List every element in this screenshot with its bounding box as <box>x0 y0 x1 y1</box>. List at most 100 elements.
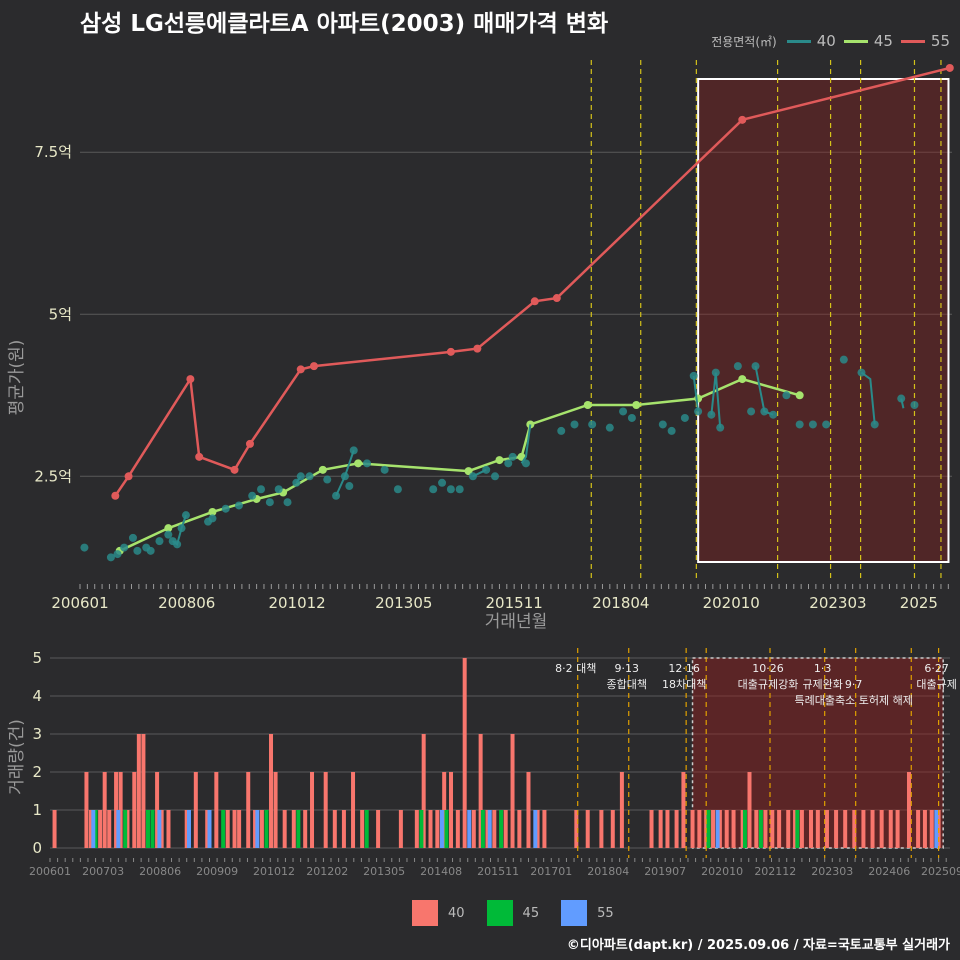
series-40-point <box>870 420 879 429</box>
legend-item-40: 40 <box>786 32 836 50</box>
series-40-point <box>570 420 579 429</box>
bar-x-tick-label: 201907 <box>644 865 686 878</box>
bar-x-tick-label: 201511 <box>477 865 519 878</box>
series-45-point <box>495 456 504 465</box>
legend-title: 전용면적(㎡) <box>711 34 777 49</box>
series-45-line <box>119 377 801 552</box>
bar-40 <box>225 810 230 848</box>
x-axis-title: 거래년월 <box>485 612 548 632</box>
series-40-point <box>658 420 667 429</box>
policy-annotation: 18차대책 <box>662 678 706 691</box>
series-40-point <box>438 478 447 487</box>
series-40-point <box>468 472 477 481</box>
series-40-point <box>857 368 866 377</box>
legend-label-45: 45 <box>873 32 893 50</box>
bar-55 <box>715 810 720 848</box>
bar-40 <box>763 810 768 848</box>
bar-y-tick-label: 1 <box>32 801 42 819</box>
legend-line-55 <box>900 39 925 43</box>
bar-40 <box>777 810 782 848</box>
bar-45 <box>264 810 269 848</box>
bar-40 <box>84 772 89 848</box>
bar-40 <box>351 772 356 848</box>
bar-40 <box>510 734 515 848</box>
bar-40 <box>237 810 242 848</box>
series-40-point <box>839 355 848 364</box>
highlight-box <box>697 78 950 563</box>
bar-x-tick-label: 202509 <box>921 865 960 878</box>
bar-x-tick-label: 202010 <box>701 865 743 878</box>
series-40-point <box>769 410 778 419</box>
bar-45 <box>480 810 485 848</box>
series-40-point <box>221 504 230 513</box>
series-40-point <box>332 491 341 500</box>
bar-40 <box>674 810 679 848</box>
bar-40 <box>809 810 814 848</box>
bar-legend-item-55: 55 <box>561 900 614 926</box>
bar-40 <box>824 810 829 848</box>
series-55-point <box>111 491 120 500</box>
series-55-point <box>473 344 482 353</box>
series-55-point <box>738 115 747 124</box>
series-40-point <box>429 485 438 494</box>
y-tick-label: 5억 <box>49 305 72 323</box>
bar-40 <box>799 810 804 848</box>
bar-45 <box>221 810 226 848</box>
bar-40 <box>455 810 460 848</box>
bar-55 <box>255 810 260 848</box>
series-40-point <box>760 407 769 416</box>
series-55-point <box>296 365 305 374</box>
bar-40 <box>916 810 921 848</box>
series-40-point <box>128 533 137 542</box>
bar-40 <box>132 772 137 848</box>
series-40-point <box>323 475 332 484</box>
bar-40 <box>754 810 759 848</box>
policy-annotation: 12·16 <box>668 662 700 675</box>
bar-legend-swatch-45 <box>486 900 513 926</box>
series-40-point <box>305 472 314 481</box>
series-40-point <box>106 553 115 562</box>
series-40-point <box>296 472 305 481</box>
series-40-point <box>747 407 756 416</box>
series-45-point <box>354 459 363 468</box>
bar-40 <box>747 772 752 848</box>
bar-40 <box>690 810 695 848</box>
series-40-point <box>155 537 164 546</box>
series-40-point <box>711 368 720 377</box>
y-tick-label: 7.5억 <box>34 143 72 161</box>
series-40-point <box>605 423 614 432</box>
series-55-point <box>530 297 539 306</box>
bar-40 <box>376 810 381 848</box>
bar-40 <box>282 810 287 848</box>
legend-line-45 <box>843 39 868 43</box>
bar-45 <box>444 810 449 848</box>
series-40-point <box>446 485 455 494</box>
series-40-point <box>80 543 89 552</box>
bar-55 <box>533 810 538 848</box>
bar-40 <box>574 810 579 848</box>
bar-55 <box>91 810 96 848</box>
series-55-point <box>945 63 954 72</box>
x-tick-label: 201511 <box>486 594 543 612</box>
bar-45 <box>296 810 301 848</box>
x-tick-label: 2025 <box>900 594 938 612</box>
policy-annotation: 10·26 <box>752 662 784 675</box>
policy-annotation: 9·7 <box>845 678 863 691</box>
bar-40 <box>428 810 433 848</box>
bar-x-tick-label: 202112 <box>754 865 796 878</box>
bar-55 <box>487 810 492 848</box>
bar-40 <box>870 810 875 848</box>
bar-40 <box>517 810 522 848</box>
series-40-point <box>292 478 301 487</box>
chart-title: 삼성 LG선릉에클라트A 아파트(2003) 매매가격 변화 <box>80 11 609 37</box>
policy-annotation: 특례대출축소 토허제 해제 <box>795 693 913 707</box>
series-40-point <box>349 446 358 455</box>
series-40-point <box>707 410 716 419</box>
series-55-point <box>552 294 561 303</box>
bar-x-tick-label: 200601 <box>29 865 71 878</box>
bar-y-tick-label: 3 <box>32 725 42 743</box>
series-40-point <box>822 420 831 429</box>
series-40-point <box>257 485 266 494</box>
bar-x-tick-label: 201804 <box>587 865 629 878</box>
